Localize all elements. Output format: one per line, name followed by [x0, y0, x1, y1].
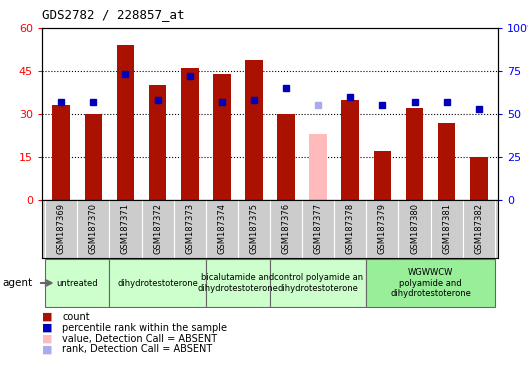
Text: agent: agent: [2, 278, 32, 288]
Text: bicalutamide and
dihydrotestoterone: bicalutamide and dihydrotestoterone: [197, 273, 278, 293]
Bar: [470, 157, 487, 200]
Text: GSM187371: GSM187371: [121, 203, 130, 254]
Bar: [245, 60, 263, 200]
Bar: [270, 259, 366, 307]
Text: GSM187372: GSM187372: [153, 203, 162, 254]
Text: GSM187370: GSM187370: [89, 203, 98, 254]
Bar: [366, 259, 495, 307]
Text: ■: ■: [42, 344, 52, 354]
Bar: [277, 114, 295, 200]
Bar: [374, 151, 391, 200]
Bar: [45, 259, 109, 307]
Bar: [406, 108, 423, 200]
Bar: [181, 68, 199, 200]
Text: GSM187377: GSM187377: [314, 203, 323, 254]
Text: rank, Detection Call = ABSENT: rank, Detection Call = ABSENT: [62, 344, 212, 354]
Text: GDS2782 / 228857_at: GDS2782 / 228857_at: [42, 8, 184, 21]
Text: value, Detection Call = ABSENT: value, Detection Call = ABSENT: [62, 333, 217, 344]
Text: dihydrotestoterone: dihydrotestoterone: [117, 278, 198, 288]
Text: WGWWCW
polyamide and
dihydrotestoterone: WGWWCW polyamide and dihydrotestoterone: [390, 268, 471, 298]
Text: GSM187379: GSM187379: [378, 203, 387, 254]
Bar: [117, 45, 134, 200]
Text: control polyamide an
dihydrotestoterone: control polyamide an dihydrotestoterone: [274, 273, 363, 293]
Bar: [52, 105, 70, 200]
Text: GSM187376: GSM187376: [281, 203, 290, 254]
Text: GSM187378: GSM187378: [346, 203, 355, 254]
Bar: [438, 122, 456, 200]
Text: GSM187382: GSM187382: [474, 203, 483, 254]
Bar: [342, 100, 359, 200]
Text: GSM187373: GSM187373: [185, 203, 194, 254]
Text: ■: ■: [42, 323, 52, 333]
Text: untreated: untreated: [56, 278, 98, 288]
Text: count: count: [62, 312, 90, 322]
Text: GSM187374: GSM187374: [218, 203, 227, 254]
Text: GSM187381: GSM187381: [442, 203, 451, 254]
Bar: [309, 134, 327, 200]
Bar: [213, 74, 231, 200]
Text: GSM187380: GSM187380: [410, 203, 419, 254]
Bar: [206, 259, 270, 307]
Text: GSM187369: GSM187369: [57, 203, 66, 254]
Bar: [149, 85, 166, 200]
Text: GSM187375: GSM187375: [249, 203, 258, 254]
Bar: [84, 114, 102, 200]
Text: ■: ■: [42, 333, 52, 344]
Text: percentile rank within the sample: percentile rank within the sample: [62, 323, 227, 333]
Bar: [109, 259, 206, 307]
Text: ■: ■: [42, 312, 52, 322]
